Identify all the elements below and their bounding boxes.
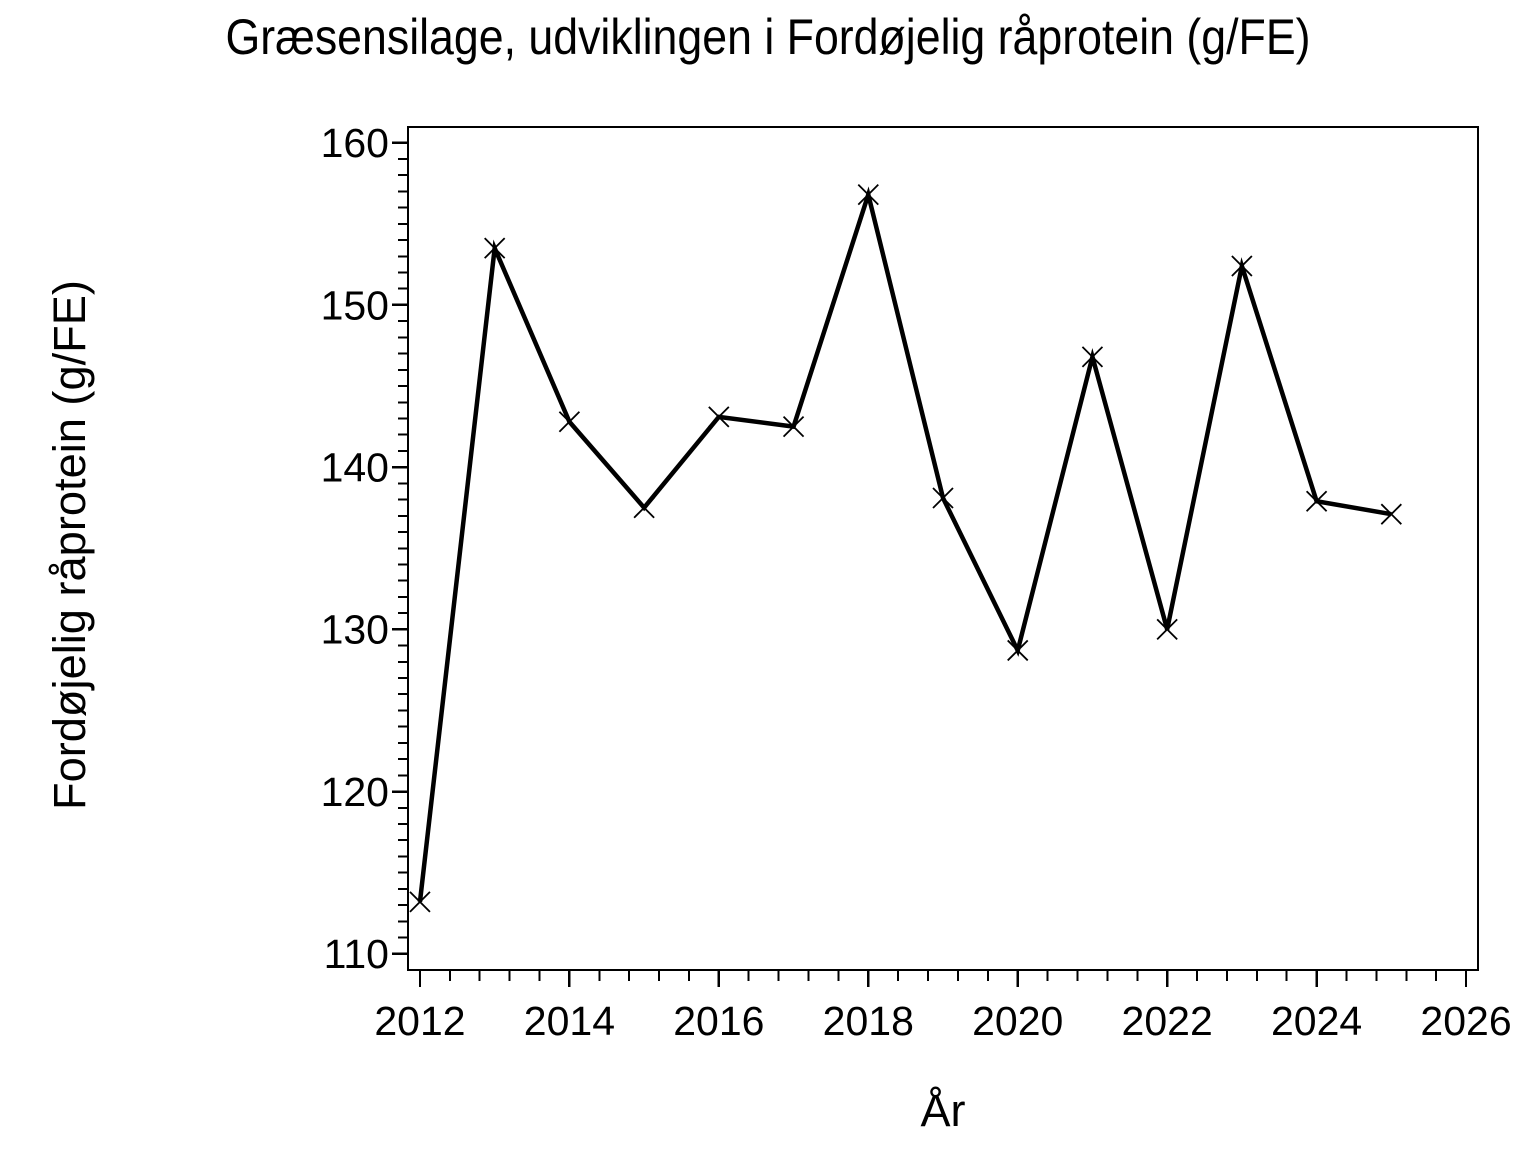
- y-tick-label: 130: [321, 607, 389, 653]
- y-axis-label: Fordøjelig råprotein (g/FE): [44, 280, 95, 810]
- x-tick-label: 2026: [1420, 998, 1511, 1044]
- data-point-marker: [484, 237, 506, 259]
- y-tick-label: 160: [321, 120, 389, 166]
- data-point-marker: [1007, 639, 1029, 662]
- y-tick-label: 120: [321, 769, 389, 815]
- y-tick-label: 140: [321, 445, 389, 491]
- x-tick-label: 2016: [673, 998, 764, 1044]
- data-point-marker: [1156, 618, 1178, 640]
- data-point-marker: [708, 406, 730, 428]
- series-line: [417, 186, 1392, 903]
- data-point-marker: [558, 411, 581, 433]
- data-point-marker: [782, 415, 805, 438]
- x-tick-label: 2024: [1271, 998, 1362, 1044]
- x-tick-label: 2020: [972, 998, 1063, 1044]
- x-tick-label: 2014: [524, 998, 615, 1044]
- chart-title: Græsensilage, udviklingen i Fordøjelig r…: [226, 9, 1311, 65]
- data-point-marker: [633, 497, 655, 519]
- data-point-marker: [932, 487, 954, 509]
- data-point-marker: [1081, 346, 1104, 368]
- data-point-marker: [857, 184, 879, 206]
- x-tick-label: 2012: [374, 998, 465, 1044]
- data-point-marker: [1231, 255, 1253, 277]
- plot-area: 110 120 130 140 150 160 2012 2014 2016 2018 2020 20…: [321, 120, 1512, 1044]
- x-axis-label: År: [921, 1085, 966, 1136]
- x-tick-label: 2022: [1122, 998, 1213, 1044]
- y-tick-label: 150: [321, 282, 389, 328]
- data-point-marker: [1305, 490, 1328, 512]
- data-point-marker: [409, 891, 431, 913]
- plot-frame: [406, 125, 1480, 972]
- x-tick-label: 2018: [823, 998, 914, 1044]
- y-tick-label: 110: [324, 931, 389, 977]
- data-point-marker: [1380, 503, 1402, 525]
